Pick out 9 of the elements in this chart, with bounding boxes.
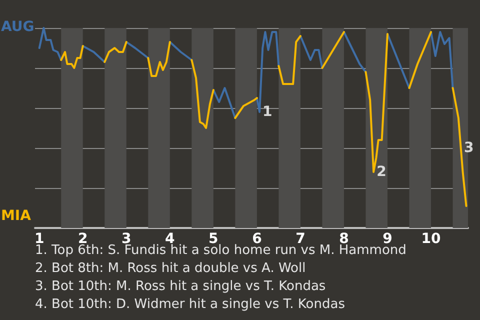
text: 3. Bot 10th: M. Ross hit a single vs T. Kondas xyxy=(35,279,326,294)
text: AUG xyxy=(1,19,34,35)
x-tick-label: 10 xyxy=(421,231,442,247)
text: MIA xyxy=(1,208,32,224)
text: 2. Bot 8th: M. Ross hit a double vs A. Woll xyxy=(35,261,306,276)
text: 4. Bot 10th: D. Widmer hit a single vs T. Kondas xyxy=(35,297,346,312)
annotation: 3 xyxy=(464,140,474,156)
annotation: 1 xyxy=(262,104,272,120)
annotation: 2 xyxy=(376,164,386,180)
